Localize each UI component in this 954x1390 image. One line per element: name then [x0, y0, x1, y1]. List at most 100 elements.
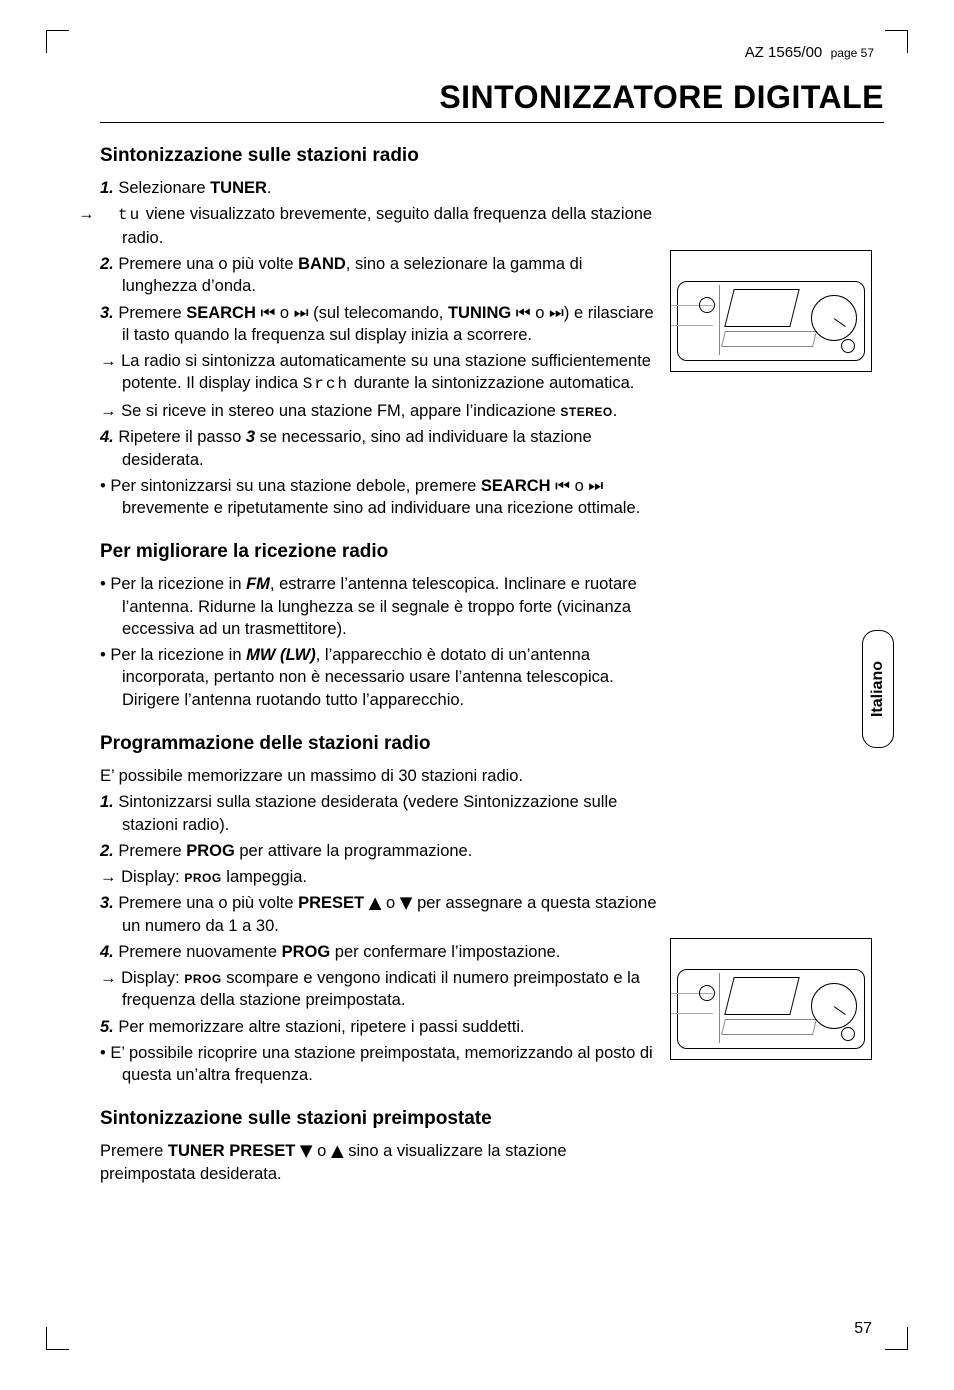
text: Premere una o più volte [114, 255, 298, 273]
text: per confermare l’impostazione. [330, 943, 560, 961]
step: 4. Ripetere il passo 3 se necessario, si… [100, 426, 660, 471]
step: 2. Premere PROG per attivare la programm… [100, 840, 660, 862]
section-heading: Sintonizzazione sulle stazioni preimpost… [100, 1108, 660, 1130]
crop-mark [46, 30, 69, 53]
step: 5. Per memorizzare altre stazioni, ripet… [100, 1016, 660, 1038]
keyword: FM [246, 575, 270, 593]
text: Premere [114, 842, 186, 860]
indicator-label: PROG [184, 972, 221, 986]
text: o [531, 304, 549, 322]
page: AZ 1565/00 page 57 SINTONIZZATORE DIGITA… [0, 0, 954, 1390]
keyword: SEARCH [481, 477, 555, 495]
text: (sul telecomando, [309, 304, 448, 322]
text: Premere nuovamente [114, 943, 282, 961]
step: 1. Selezionare TUNER. [100, 177, 660, 199]
crop-mark [885, 30, 908, 53]
body-column: Sintonizzazione sulle stazioni radio 1. … [100, 145, 660, 1185]
text: durante la sintonizzazione automatica. [349, 374, 634, 392]
step-number: 3. [100, 304, 114, 322]
result-line: → Display: PROG lampeggia. [100, 866, 660, 888]
radio-sketch [671, 939, 871, 1059]
indicator-label: PROG [184, 871, 221, 885]
radio-sketch [671, 251, 871, 371]
step: 3. Premere una o più volte PRESET ▲ o ▼ … [100, 892, 660, 937]
step: 1. Sintonizzarsi sulla stazione desidera… [100, 791, 660, 836]
text: • Per la ricezione in [100, 646, 246, 664]
result-line: → Se si riceve in stereo una stazione FM… [100, 400, 660, 422]
keyword: SEARCH [186, 304, 260, 322]
text: Selezionare [114, 179, 210, 197]
next-icon: ⏭ [294, 303, 309, 322]
step-number: 2. [100, 842, 114, 860]
text: → Display: [100, 868, 184, 886]
page-number: 57 [854, 1320, 872, 1338]
text: lampeggia. [222, 868, 307, 886]
keyword: MW (LW) [246, 646, 316, 664]
keyword: BAND [298, 255, 346, 273]
keyword: TUNER PRESET [168, 1142, 300, 1160]
text: Ripetere il passo [114, 428, 246, 446]
prev-icon: ⏮ [260, 303, 275, 322]
prev-icon: ⏮ [555, 476, 570, 495]
text: Per memorizzare altre stazioni, ripetere… [114, 1018, 525, 1036]
keyword: TUNER [210, 179, 267, 197]
bullet: • Per la ricezione in MW (LW), l’apparec… [100, 644, 660, 711]
text: viene visualizzato brevemente, seguito d… [122, 205, 652, 247]
arrow-icon: → [100, 203, 118, 225]
text: → Display: [100, 969, 184, 987]
step-number: 4. [100, 428, 114, 446]
keyword: PROG [186, 842, 235, 860]
down-icon: ▼ [400, 893, 413, 912]
up-icon: ▲ [331, 1141, 344, 1160]
bullet: • Per la ricezione in FM, estrarre l’ant… [100, 573, 660, 640]
section-heading: Programmazione delle stazioni radio [100, 733, 660, 755]
step-number: 1. [100, 179, 114, 197]
step-number: 5. [100, 1018, 114, 1036]
step-number: 1. [100, 793, 114, 811]
text: o [275, 304, 293, 322]
text: o [313, 1142, 331, 1160]
result-line: → La radio si sintonizza automaticamente… [100, 350, 660, 396]
text: per attivare la programmazione. [235, 842, 473, 860]
crop-mark [885, 1327, 908, 1350]
keyword: TUNING [448, 304, 516, 322]
device-illustration [670, 250, 872, 372]
prev-icon: ⏮ [516, 303, 531, 322]
crop-mark [46, 1327, 69, 1350]
bullet: • E’ possibile ricoprire una stazione pr… [100, 1042, 660, 1087]
step: 3. Premere SEARCH ⏮ o ⏭ (sul telecomando… [100, 302, 660, 347]
text: • Per sintonizzarsi su una stazione debo… [100, 477, 481, 495]
text: Premere una o più volte [114, 894, 298, 912]
text: Premere [114, 304, 186, 322]
result-line: → tu viene visualizzato brevemente, segu… [100, 203, 660, 249]
text: → Se si riceve in stereo una stazione FM… [100, 402, 560, 420]
display-text: tu [118, 206, 141, 224]
up-icon: ▲ [369, 893, 382, 912]
text: . [613, 402, 618, 420]
language-tab: Italiano [862, 630, 894, 748]
text: • Per la ricezione in [100, 575, 246, 593]
text: . [267, 179, 272, 197]
running-header: AZ 1565/00 page 57 [100, 44, 884, 61]
text: Premere [100, 1142, 168, 1160]
step-number: 3. [100, 894, 114, 912]
step: 2. Premere una o più volte BAND, sino a … [100, 253, 660, 298]
text: brevemente e ripetutamente sino ad indiv… [122, 499, 640, 517]
keyword: PROG [282, 943, 331, 961]
text: Sintonizzarsi sulla stazione desiderata … [114, 793, 618, 833]
indicator-label: STEREO [560, 405, 612, 419]
result-line: → Display: PROG scompare e vengono indic… [100, 967, 660, 1012]
display-text: Srch [303, 375, 349, 393]
page-title: SINTONIZZATORE DIGITALE [100, 79, 884, 123]
language-label: Italiano [869, 661, 887, 717]
device-illustration [670, 938, 872, 1060]
text: o [381, 894, 399, 912]
next-icon: ⏭ [549, 303, 564, 322]
step-number: 2. [100, 255, 114, 273]
model-code: AZ 1565/00 [745, 44, 823, 61]
bullet: • Per sintonizzarsi su una stazione debo… [100, 475, 660, 520]
section-heading: Per migliorare la ricezione radio [100, 541, 660, 563]
text-line: Premere TUNER PRESET ▼ o ▲ sino a visual… [100, 1140, 660, 1185]
step-ref: 3 [246, 428, 255, 446]
header-page-label: page 57 [831, 46, 874, 60]
